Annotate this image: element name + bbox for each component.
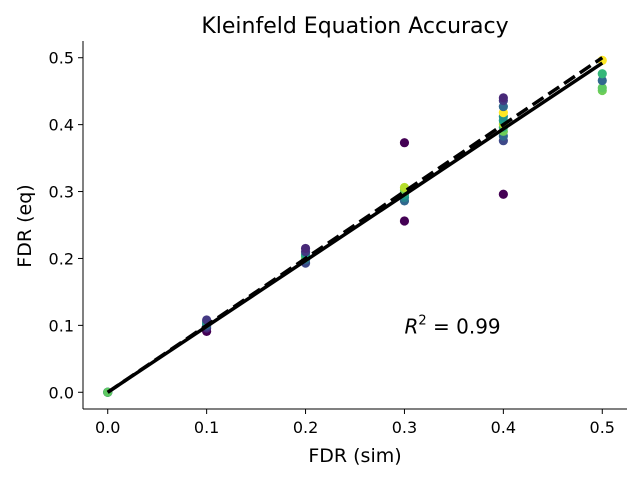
- r-squared-value: = 0.99: [427, 314, 501, 338]
- identity-line: [106, 56, 604, 394]
- x-axis-label: FDR (sim): [308, 445, 401, 467]
- fit-line: [106, 61, 604, 394]
- data-point: [399, 216, 410, 226]
- y-ticks: 0.0 0.1 0.2 0.3 0.4 0.5: [49, 49, 83, 402]
- data-point: [597, 83, 607, 93]
- y-tick-label: 0.1: [49, 316, 74, 335]
- x-tick-label: 0.5: [590, 418, 615, 437]
- y-tick-label: 0.5: [49, 49, 74, 68]
- x-ticks: 0.0 0.1 0.2 0.3 0.4 0.5: [95, 409, 615, 437]
- data-point: [498, 189, 508, 199]
- chart-title: Kleinfeld Equation Accuracy: [201, 14, 508, 39]
- data-point: [597, 75, 607, 86]
- x-tick-label: 0.1: [194, 418, 219, 437]
- y-axis-label: FDR (eq): [14, 184, 36, 267]
- r-superscript: 2: [418, 313, 426, 328]
- x-tick-label: 0.0: [95, 418, 120, 437]
- x-tick-label: 0.2: [293, 418, 318, 437]
- data-point: [597, 69, 607, 79]
- r-squared-annotation: R2 = 0.99: [404, 313, 500, 338]
- x-tick-label: 0.3: [392, 418, 417, 437]
- y-tick-label: 0.2: [49, 249, 74, 268]
- data-point: [399, 138, 410, 148]
- y-tick-label: 0.3: [49, 183, 74, 202]
- axes: [82, 41, 627, 410]
- x-tick-label: 0.4: [491, 418, 516, 437]
- r-symbol: R: [404, 314, 418, 338]
- y-tick-label: 0.0: [49, 383, 74, 402]
- lines-layer: [106, 56, 604, 394]
- y-tick-label: 0.4: [49, 116, 74, 135]
- data-point: [498, 93, 508, 103]
- data-point: [300, 243, 311, 254]
